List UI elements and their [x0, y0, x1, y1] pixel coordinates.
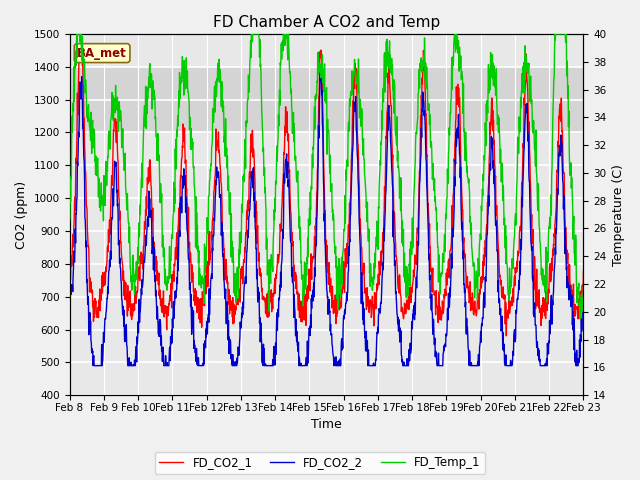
FD_CO2_1 — [406, 292, 414, 298]
FD_Temp_1 — [474, 297, 481, 303]
FD_Temp_1 — [406, 282, 414, 288]
FD_CO2_1 — [502, 333, 510, 339]
FD_Temp_1 — [168, 233, 175, 239]
Line: FD_CO2_2: FD_CO2_2 — [70, 67, 584, 366]
FD_CO2_2 — [316, 64, 324, 70]
FD_CO2_2 — [519, 175, 527, 181]
FD_Temp_1 — [73, 31, 81, 37]
Legend: FD_CO2_1, FD_CO2_2, FD_Temp_1: FD_CO2_1, FD_CO2_2, FD_Temp_1 — [155, 452, 485, 474]
FD_CO2_1 — [76, 48, 83, 53]
FD_Temp_1 — [238, 202, 246, 207]
Y-axis label: Temperature (C): Temperature (C) — [612, 164, 625, 265]
FD_Temp_1 — [66, 218, 74, 224]
FD_CO2_2 — [89, 363, 97, 369]
Y-axis label: CO2 (ppm): CO2 (ppm) — [15, 180, 28, 249]
FD_CO2_1 — [180, 133, 188, 139]
FD_CO2_2 — [238, 311, 246, 316]
FD_Temp_1 — [580, 280, 588, 286]
FD_Temp_1 — [576, 316, 584, 322]
Text: BA_met: BA_met — [77, 47, 127, 60]
X-axis label: Time: Time — [311, 419, 342, 432]
Bar — [70, 67, 584, 132]
FD_Temp_1 — [180, 58, 188, 63]
FD_CO2_1 — [474, 298, 481, 303]
FD_CO2_2 — [407, 350, 415, 356]
FD_CO2_2 — [180, 182, 188, 188]
FD_CO2_1 — [519, 141, 527, 146]
FD_CO2_1 — [238, 276, 246, 281]
Line: FD_CO2_1: FD_CO2_1 — [70, 50, 584, 336]
FD_CO2_2 — [168, 327, 175, 333]
FD_CO2_1 — [168, 305, 175, 311]
FD_CO2_2 — [474, 359, 481, 365]
FD_CO2_2 — [580, 292, 588, 298]
FD_CO2_1 — [66, 281, 74, 287]
Title: FD Chamber A CO2 and Temp: FD Chamber A CO2 and Temp — [213, 15, 440, 30]
Line: FD_Temp_1: FD_Temp_1 — [70, 34, 584, 319]
FD_Temp_1 — [519, 64, 527, 70]
FD_CO2_1 — [580, 268, 588, 274]
FD_CO2_2 — [66, 289, 74, 295]
